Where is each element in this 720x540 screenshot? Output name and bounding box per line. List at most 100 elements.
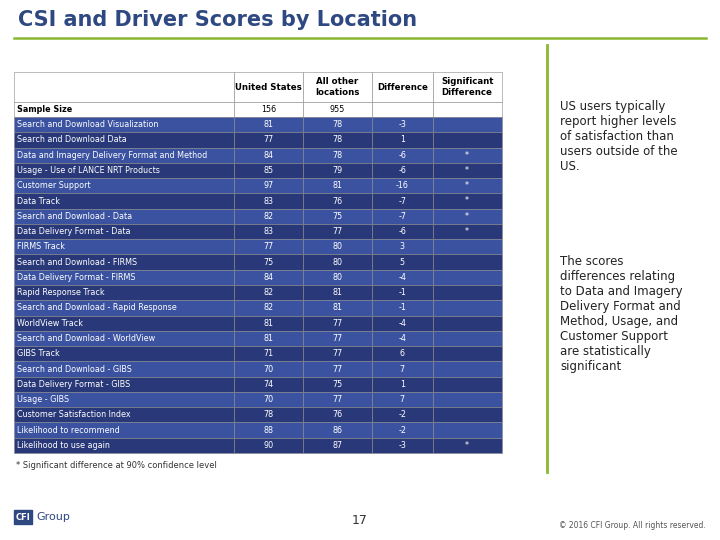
- Text: 6: 6: [400, 349, 405, 358]
- Text: Search and Download Visualization: Search and Download Visualization: [17, 120, 158, 129]
- FancyBboxPatch shape: [14, 254, 234, 269]
- Text: 87: 87: [332, 441, 343, 450]
- Text: 84: 84: [264, 151, 274, 160]
- Text: 97: 97: [264, 181, 274, 190]
- FancyBboxPatch shape: [303, 147, 372, 163]
- FancyBboxPatch shape: [234, 407, 303, 422]
- FancyBboxPatch shape: [433, 331, 502, 346]
- Text: 83: 83: [264, 227, 274, 236]
- FancyBboxPatch shape: [433, 72, 502, 102]
- FancyBboxPatch shape: [372, 331, 433, 346]
- Text: 70: 70: [264, 364, 274, 374]
- Text: 76: 76: [332, 197, 343, 206]
- FancyBboxPatch shape: [14, 285, 234, 300]
- FancyBboxPatch shape: [14, 300, 234, 315]
- Text: 81: 81: [264, 319, 274, 328]
- FancyBboxPatch shape: [372, 147, 433, 163]
- Text: 84: 84: [264, 273, 274, 282]
- FancyBboxPatch shape: [433, 346, 502, 361]
- FancyBboxPatch shape: [234, 315, 303, 331]
- FancyBboxPatch shape: [234, 422, 303, 438]
- FancyBboxPatch shape: [303, 407, 372, 422]
- FancyBboxPatch shape: [234, 438, 303, 453]
- Text: Data and Imagery Delivery Format and Method: Data and Imagery Delivery Format and Met…: [17, 151, 207, 160]
- FancyBboxPatch shape: [14, 438, 234, 453]
- Text: 70: 70: [264, 395, 274, 404]
- FancyBboxPatch shape: [303, 376, 372, 392]
- Text: 82: 82: [264, 288, 274, 297]
- FancyBboxPatch shape: [303, 315, 372, 331]
- FancyBboxPatch shape: [372, 224, 433, 239]
- FancyBboxPatch shape: [372, 239, 433, 254]
- Text: 78: 78: [332, 120, 343, 129]
- FancyBboxPatch shape: [303, 132, 372, 147]
- Text: -4: -4: [398, 334, 406, 343]
- FancyBboxPatch shape: [433, 193, 502, 208]
- FancyBboxPatch shape: [433, 361, 502, 376]
- Text: GIBS Track: GIBS Track: [17, 349, 60, 358]
- Text: Sample Size: Sample Size: [17, 105, 72, 114]
- Text: 5: 5: [400, 258, 405, 267]
- FancyBboxPatch shape: [303, 422, 372, 438]
- FancyBboxPatch shape: [303, 224, 372, 239]
- FancyBboxPatch shape: [303, 285, 372, 300]
- Text: 74: 74: [264, 380, 274, 389]
- FancyBboxPatch shape: [14, 132, 234, 147]
- FancyBboxPatch shape: [433, 422, 502, 438]
- Text: Customer Satisfaction Index: Customer Satisfaction Index: [17, 410, 130, 420]
- FancyBboxPatch shape: [234, 285, 303, 300]
- FancyBboxPatch shape: [372, 315, 433, 331]
- FancyBboxPatch shape: [372, 422, 433, 438]
- Text: 80: 80: [333, 258, 342, 267]
- FancyBboxPatch shape: [372, 163, 433, 178]
- Text: 77: 77: [332, 395, 343, 404]
- FancyBboxPatch shape: [372, 117, 433, 132]
- Text: 78: 78: [264, 410, 274, 420]
- FancyBboxPatch shape: [303, 331, 372, 346]
- Text: Customer Support: Customer Support: [17, 181, 91, 190]
- FancyBboxPatch shape: [234, 376, 303, 392]
- Text: 3: 3: [400, 242, 405, 251]
- FancyBboxPatch shape: [303, 72, 372, 102]
- Text: 77: 77: [332, 349, 343, 358]
- FancyBboxPatch shape: [234, 346, 303, 361]
- Text: 81: 81: [264, 334, 274, 343]
- Text: -2: -2: [398, 426, 406, 435]
- Text: 1: 1: [400, 380, 405, 389]
- FancyBboxPatch shape: [234, 361, 303, 376]
- Text: 76: 76: [332, 410, 343, 420]
- FancyBboxPatch shape: [433, 285, 502, 300]
- Text: Search and Download - WorldView: Search and Download - WorldView: [17, 334, 155, 343]
- FancyBboxPatch shape: [303, 269, 372, 285]
- Text: 80: 80: [333, 242, 342, 251]
- FancyBboxPatch shape: [433, 392, 502, 407]
- FancyBboxPatch shape: [372, 269, 433, 285]
- FancyBboxPatch shape: [234, 163, 303, 178]
- Text: -1: -1: [398, 288, 406, 297]
- Text: *: *: [465, 227, 469, 236]
- FancyBboxPatch shape: [372, 285, 433, 300]
- FancyBboxPatch shape: [372, 193, 433, 208]
- Text: -4: -4: [398, 273, 406, 282]
- Text: 82: 82: [264, 303, 274, 313]
- FancyBboxPatch shape: [433, 178, 502, 193]
- Text: © 2016 CFI Group. All rights reserved.: © 2016 CFI Group. All rights reserved.: [559, 522, 706, 530]
- FancyBboxPatch shape: [433, 132, 502, 147]
- Text: 81: 81: [333, 303, 342, 313]
- FancyBboxPatch shape: [234, 239, 303, 254]
- FancyBboxPatch shape: [14, 346, 234, 361]
- FancyBboxPatch shape: [303, 178, 372, 193]
- Text: CSI and Driver Scores by Location: CSI and Driver Scores by Location: [18, 10, 417, 30]
- Text: -6: -6: [398, 227, 406, 236]
- FancyBboxPatch shape: [234, 392, 303, 407]
- Text: *: *: [465, 212, 469, 221]
- Text: Search and Download - Rapid Response: Search and Download - Rapid Response: [17, 303, 176, 313]
- Text: 83: 83: [264, 197, 274, 206]
- FancyBboxPatch shape: [234, 331, 303, 346]
- Text: Usage - Use of LANCE NRT Products: Usage - Use of LANCE NRT Products: [17, 166, 160, 175]
- Text: 77: 77: [332, 227, 343, 236]
- Text: *: *: [465, 181, 469, 190]
- Text: -7: -7: [398, 197, 406, 206]
- FancyBboxPatch shape: [372, 102, 433, 117]
- Text: -6: -6: [398, 166, 406, 175]
